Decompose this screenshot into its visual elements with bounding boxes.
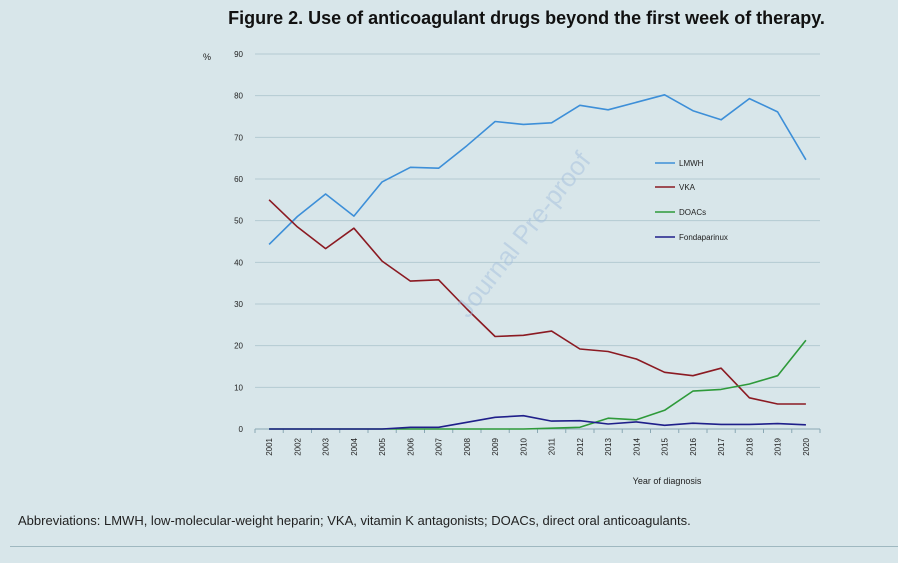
x-tick-label: 2003 (322, 437, 331, 455)
abbreviations-note: Abbreviations: LMWH, low-molecular-weigh… (18, 513, 691, 528)
legend-label-vka: VKA (679, 183, 696, 192)
legend-label-doacs: DOACs (679, 208, 706, 217)
x-tick-label: 2008 (463, 437, 472, 455)
y-tick-label: 40 (234, 258, 243, 267)
x-tick-label: 2007 (435, 437, 444, 455)
gridlines (255, 53, 820, 430)
x-tick-label: 2011 (548, 437, 557, 455)
divider (10, 546, 898, 547)
x-tick-label: 2001 (265, 437, 274, 455)
x-tick-label: 2018 (745, 437, 754, 455)
y-axis-label: % (203, 52, 211, 62)
x-tick-label: 2014 (632, 437, 641, 455)
legend-label-lmwh: LMWH (679, 159, 704, 168)
y-tick-label: 20 (234, 342, 243, 351)
series-line-fondaparinux (269, 414, 806, 430)
x-tick-label: 2013 (604, 437, 613, 455)
y-tick-label: 90 (234, 50, 243, 59)
x-axis-ticks: 2001 2002 2003 2004 2005 2006 2007 2008 2009 2010… (254, 429, 821, 456)
x-tick-label: 2009 (491, 437, 500, 455)
y-tick-label: 30 (234, 300, 243, 309)
legend: LMWH VKA DOACs Fondaparinux (655, 159, 728, 242)
y-tick-label: 60 (234, 175, 243, 184)
x-tick-label: 2017 (717, 437, 726, 455)
x-tick-label: 2010 (519, 437, 528, 455)
x-tick-label: 2005 (378, 437, 387, 455)
figure-title: Figure 2. Use of anticoagulant drugs bey… (228, 8, 825, 28)
x-tick-label: 2015 (661, 437, 670, 455)
y-axis-ticks: 0 10 20 30 40 50 60 70 80 90 (234, 50, 243, 434)
x-tick-label: 2006 (406, 437, 415, 455)
x-tick-label: 2012 (576, 437, 585, 455)
x-tick-label: 2020 (802, 437, 811, 455)
y-tick-label: 70 (234, 133, 243, 142)
series-line-doacs (269, 339, 807, 430)
x-tick-label: 2019 (774, 437, 783, 455)
x-axis-label: Year of diagnosis (633, 476, 702, 486)
y-tick-label: 80 (234, 92, 243, 101)
x-tick-label: 2016 (689, 437, 698, 455)
series-line-lmwh (268, 94, 807, 245)
series-lines (268, 94, 807, 430)
y-tick-label: 0 (239, 425, 244, 434)
legend-label-fondaparinux: Fondaparinux (679, 233, 728, 242)
series-line-vka (268, 199, 806, 405)
x-tick-label: 2002 (293, 437, 302, 455)
x-tick-label: 2004 (350, 437, 359, 455)
y-tick-label: 10 (234, 383, 243, 392)
y-tick-label: 50 (234, 217, 243, 226)
watermark: Journal Pre-proof (449, 145, 597, 322)
